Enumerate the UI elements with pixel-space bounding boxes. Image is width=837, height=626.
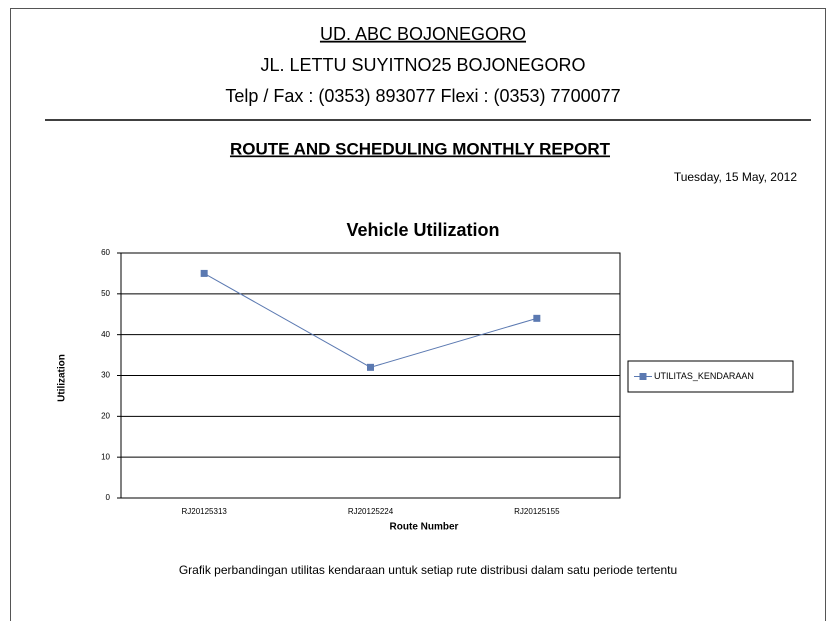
y-tick-label: 40 <box>101 330 110 339</box>
legend-marker <box>639 373 647 380</box>
y-tick-label: 0 <box>106 493 111 502</box>
y-tick-label: 30 <box>101 371 110 380</box>
x-tick-label: RJ20125155 <box>514 507 560 516</box>
x-tick-label: RJ20125224 <box>348 507 394 516</box>
legend-box <box>627 360 794 393</box>
data-point <box>533 314 541 322</box>
report-title: ROUTE AND SCHEDULING MONTHLY REPORT <box>230 139 611 158</box>
company-contact: Telp / Fax : (0353) 893077 Flexi : (0353… <box>225 86 620 106</box>
y-axis-label: Utilization <box>57 354 68 402</box>
y-tick-label: 20 <box>101 411 110 420</box>
company-name: UD. ABC BOJONEGORO <box>320 24 526 44</box>
chart-title: Vehicle Utilization <box>346 220 499 240</box>
caption: Grafik perbandingan utilitas kendaraan u… <box>179 563 677 577</box>
legend-label: UTILITAS_KENDARAAN <box>654 371 754 381</box>
data-point <box>200 269 208 277</box>
company-address: JL. LETTU SUYITNO25 BOJONEGORO <box>260 55 585 75</box>
y-tick-label: 10 <box>101 452 110 461</box>
y-tick-label: 60 <box>101 248 110 257</box>
y-tick-label: 50 <box>101 289 110 298</box>
x-tick-label: RJ20125313 <box>181 507 227 516</box>
x-axis-label: Route Number <box>390 522 459 533</box>
data-point <box>367 363 374 371</box>
report-date: Tuesday, 15 May, 2012 <box>674 170 798 184</box>
